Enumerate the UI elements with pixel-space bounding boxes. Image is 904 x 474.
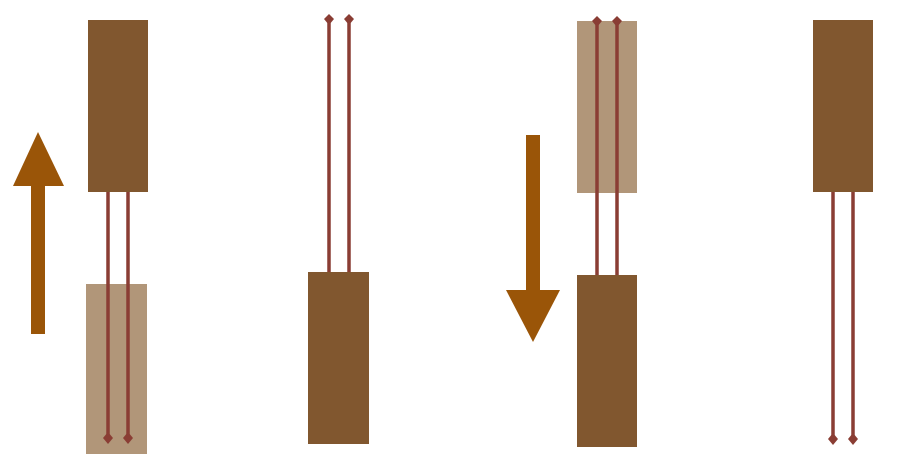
arrow-down-shaft xyxy=(526,135,540,295)
wire-end-marker-right xyxy=(848,433,858,445)
panel-4 xyxy=(813,20,873,445)
panel-2 xyxy=(308,14,369,444)
panel-1 xyxy=(13,20,148,454)
wire-end-marker-left xyxy=(828,433,838,445)
block-bottom xyxy=(308,272,369,444)
block-top xyxy=(88,20,148,192)
arrow-down-icon xyxy=(506,290,560,342)
block-ghost-bottom xyxy=(86,284,147,454)
wire-end-marker-right xyxy=(123,432,133,444)
wire-end-marker-right xyxy=(612,16,622,27)
block-ghost-top xyxy=(577,21,637,193)
panel-3 xyxy=(506,16,637,447)
wire-end-marker-right xyxy=(344,14,354,25)
wire-end-marker-left xyxy=(592,16,602,27)
block-bottom xyxy=(577,275,637,447)
arrow-up-icon xyxy=(13,132,64,186)
block-top xyxy=(813,20,873,192)
wire-end-marker-left xyxy=(324,14,334,25)
arrow-up-shaft xyxy=(31,180,45,334)
wire-end-marker-left xyxy=(103,432,113,444)
